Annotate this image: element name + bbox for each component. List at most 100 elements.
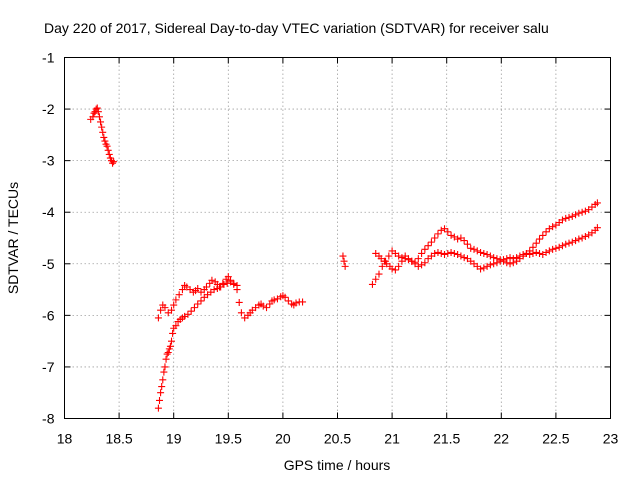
data-point <box>463 240 471 248</box>
x-tick-label: 19 <box>166 431 182 447</box>
x-tick-label: 18 <box>57 431 73 447</box>
data-point <box>168 337 176 345</box>
data-point <box>187 307 195 315</box>
data-point <box>480 249 488 257</box>
data-point <box>575 209 583 217</box>
data-point <box>558 242 566 250</box>
data-point <box>395 252 403 260</box>
data-point <box>98 123 106 131</box>
data-point <box>194 300 202 308</box>
y-tick-label: -8 <box>42 411 55 427</box>
data-point <box>372 275 380 283</box>
data-point <box>110 158 118 166</box>
data-point <box>434 248 442 256</box>
data-point <box>190 304 198 312</box>
data-point <box>197 297 205 305</box>
data-point <box>542 248 550 256</box>
plot-frame <box>64 57 611 419</box>
data-point <box>161 304 169 312</box>
data-point <box>516 252 524 260</box>
data-point <box>519 251 527 259</box>
data-point <box>414 255 422 263</box>
data-point <box>562 240 570 248</box>
data-point <box>575 235 583 243</box>
y-tick-label: -6 <box>42 307 55 323</box>
data-point <box>470 245 478 253</box>
data-point <box>499 256 507 264</box>
data-point <box>493 259 501 267</box>
data-point <box>160 368 168 376</box>
data-point <box>509 255 517 263</box>
data-point <box>157 389 165 397</box>
data-point <box>513 254 521 262</box>
data-point <box>503 255 511 263</box>
x-tick-label: 22.5 <box>542 431 569 447</box>
data-point <box>581 232 589 240</box>
data-point <box>572 237 580 245</box>
data-point <box>486 252 494 260</box>
data-point <box>593 224 601 232</box>
data-point <box>572 211 580 219</box>
data-point <box>168 306 176 314</box>
data-point <box>450 249 458 257</box>
data-point <box>431 234 439 242</box>
data-point <box>568 238 576 246</box>
data-point <box>549 223 557 231</box>
data-point <box>157 306 165 314</box>
data-point <box>172 322 180 330</box>
data-point <box>447 248 455 256</box>
data-point <box>237 309 245 317</box>
data-point <box>447 231 455 239</box>
data-point <box>391 266 399 274</box>
y-tick-label: -7 <box>42 359 55 375</box>
data-point <box>483 262 491 270</box>
data-point <box>156 396 164 404</box>
data-point <box>175 291 183 299</box>
data-point <box>166 342 174 350</box>
data-point <box>431 249 439 257</box>
data-point <box>259 302 267 310</box>
data-point <box>506 260 514 268</box>
data-point <box>437 249 445 257</box>
data-point <box>339 252 347 260</box>
data-point <box>558 216 566 224</box>
data-point <box>340 257 348 265</box>
data-point <box>542 228 550 236</box>
data-point <box>545 247 553 255</box>
data-point <box>496 257 504 265</box>
data-point <box>284 297 292 305</box>
data-point <box>103 142 111 150</box>
data-point <box>164 348 172 356</box>
data-point <box>100 133 108 141</box>
data-point <box>388 265 396 273</box>
data-point <box>385 252 393 260</box>
data-point <box>593 199 601 207</box>
data-point <box>441 251 449 259</box>
y-tick-label: -4 <box>42 204 55 220</box>
data-point <box>154 314 162 322</box>
data-point <box>460 237 468 245</box>
data-point <box>467 244 475 252</box>
data-point <box>536 249 544 257</box>
data-point <box>434 230 442 238</box>
data-point <box>441 225 449 233</box>
data-point <box>172 296 180 304</box>
data-point <box>223 279 231 287</box>
x-tick-label: 18.5 <box>105 431 132 447</box>
data-point <box>101 137 109 145</box>
data-point <box>529 249 537 257</box>
data-point <box>536 235 544 243</box>
data-point <box>154 404 162 412</box>
y-tick-label: -3 <box>42 153 55 169</box>
data-point <box>161 363 169 371</box>
grid <box>64 57 611 419</box>
data-point <box>480 264 488 272</box>
data-point <box>529 243 537 251</box>
data-point <box>526 251 534 259</box>
data-point <box>90 109 98 117</box>
data-point <box>299 298 307 306</box>
data-point <box>368 280 376 288</box>
data-point <box>444 249 452 257</box>
x-tick-labels: 18 18.5 19 19.5 20 20.5 21 21.5 22 22.5 23 <box>57 431 619 447</box>
